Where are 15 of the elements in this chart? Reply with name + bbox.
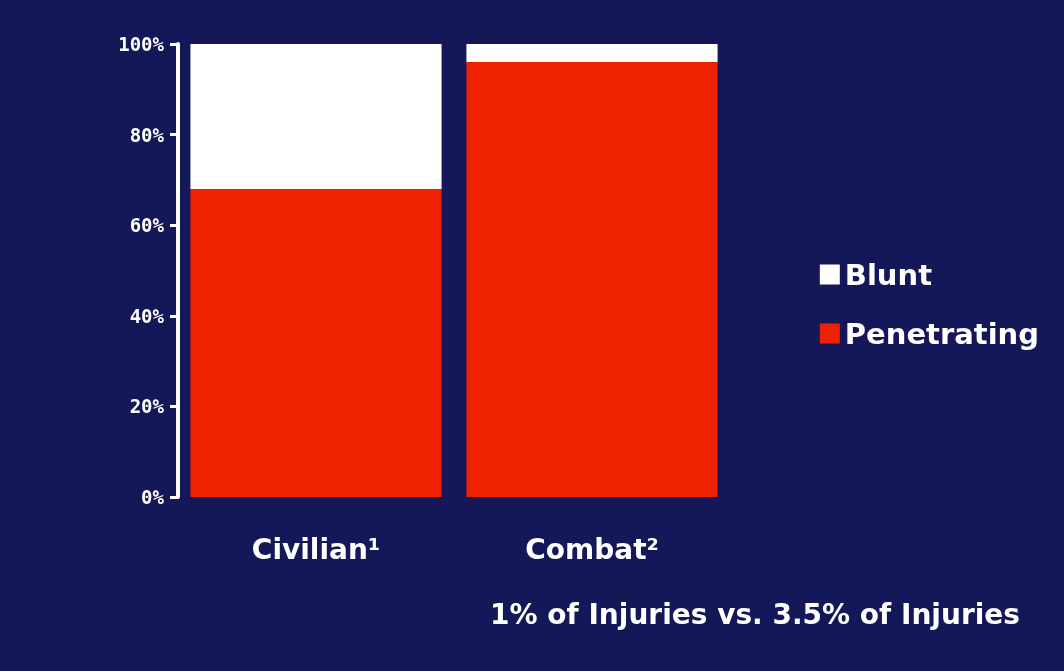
bar <box>190 188 442 497</box>
y-tick-label: 0% <box>141 486 165 508</box>
bar <box>190 44 442 189</box>
text: 1% of Injuries vs. 3.5% of Injuries <box>490 597 1020 631</box>
y-tick-label: 80% <box>129 123 165 146</box>
legend-label: Blunt <box>844 257 933 292</box>
y-tick-label: 100% <box>118 33 165 55</box>
y-tick-label: 20% <box>129 395 165 418</box>
x-tick-label: Civilian¹ <box>251 532 381 566</box>
bar <box>466 62 718 497</box>
legend-label: Penetrating <box>844 316 1040 351</box>
y-tick-label: 60% <box>129 214 165 237</box>
x-tick-label: Combat² <box>525 532 659 566</box>
bar <box>466 44 718 63</box>
y-tick-label: 40% <box>129 304 165 327</box>
